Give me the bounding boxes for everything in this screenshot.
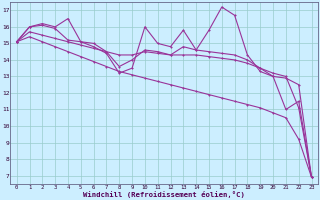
X-axis label: Windchill (Refroidissement éolien,°C): Windchill (Refroidissement éolien,°C) (83, 191, 245, 198)
